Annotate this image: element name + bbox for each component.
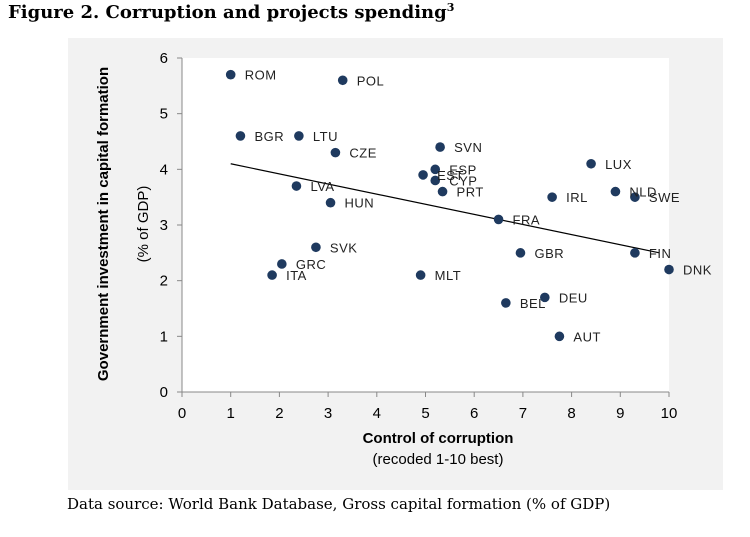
- data-point-bel: [501, 298, 511, 308]
- x-tick-label: 7: [519, 405, 527, 422]
- data-point-hun: [325, 197, 336, 208]
- data-point-esp: [430, 164, 441, 175]
- points-group: [225, 69, 674, 342]
- data-point-lux: [586, 158, 596, 169]
- y-tick-label: 5: [160, 106, 168, 123]
- x-axis-subtitle: (recoded 1-10 best): [373, 451, 504, 468]
- y-axis-title: Government investment in capital formati…: [95, 67, 112, 381]
- y-tick-label: 3: [160, 217, 168, 234]
- data-point-bgr: [235, 131, 246, 141]
- axes: 0 1 2 3 4 5 6 0 1 2 3 4 5 6 7 8 9 10: [160, 50, 678, 422]
- figure-title-footnote: 3: [446, 1, 455, 14]
- data-point-aut: [554, 331, 565, 342]
- x-tick-label: 4: [373, 405, 381, 422]
- data-point-lva: [291, 181, 302, 191]
- data-point-pol: [337, 75, 348, 86]
- point-label-ltu: LTU: [313, 129, 338, 144]
- data-point-fin: [630, 248, 640, 258]
- data-point-grc: [277, 259, 287, 269]
- data-point-dnk: [664, 264, 674, 275]
- point-label-pol: POL: [357, 73, 385, 88]
- data-point-ltu: [294, 131, 304, 141]
- point-label-ita: ITA: [286, 268, 307, 283]
- y-tick-label: 4: [160, 161, 168, 178]
- point-label-hun: HUN: [345, 196, 375, 211]
- data-point-swe: [630, 192, 640, 202]
- point-label-cyp: CYP: [449, 173, 477, 188]
- data-point-svn: [435, 142, 445, 152]
- point-label-dnk: DNK: [683, 263, 712, 278]
- point-label-lux: LUX: [605, 157, 632, 172]
- point-label-fin: FIN: [649, 246, 671, 261]
- point-label-mlt: MLT: [435, 268, 462, 283]
- figure-title: Figure 2. Corruption and projects spendi…: [8, 1, 455, 23]
- point-label-nld: NLD: [629, 185, 657, 200]
- data-point-irl: [547, 192, 557, 202]
- y-tick-label: 6: [160, 50, 168, 67]
- point-label-svk: SVK: [330, 240, 358, 255]
- plot-area: [182, 58, 669, 392]
- point-label-esp: ESP: [449, 162, 477, 177]
- x-tick-label: 1: [227, 405, 235, 422]
- point-label-lva: LVA: [310, 179, 334, 194]
- data-point-est: [418, 170, 428, 180]
- point-label-bel: BEL: [520, 296, 546, 311]
- y-axis-subtitle: (% of GDP): [135, 186, 152, 263]
- point-label-swe: SWE: [649, 190, 680, 205]
- point-label-bgr: BGR: [254, 129, 284, 144]
- data-point-fra: [493, 214, 504, 225]
- point-label-cze: CZE: [349, 146, 377, 161]
- data-point-gbr: [515, 248, 526, 258]
- data-point-cyp: [430, 175, 441, 186]
- x-tick-label: 3: [324, 405, 332, 422]
- data-point-prt: [437, 186, 448, 197]
- point-label-est: EST: [437, 168, 464, 183]
- point-label-irl: IRL: [566, 190, 588, 205]
- data-point-nld: [610, 186, 621, 197]
- data-point-mlt: [415, 270, 426, 280]
- x-tick-label: 0: [178, 405, 186, 422]
- y-tick-label: 1: [160, 328, 168, 345]
- point-label-prt: PRT: [457, 185, 484, 200]
- y-tick-label: 0: [160, 384, 168, 401]
- x-tick-label: 9: [616, 405, 624, 422]
- point-label-gbr: GBR: [534, 246, 564, 261]
- x-tick-label: 2: [275, 405, 283, 422]
- y-tick-label: 2: [160, 273, 168, 290]
- data-point-ita: [267, 270, 277, 280]
- data-point-cze: [330, 147, 341, 158]
- data-source-note: Data source: World Bank Database, Gross …: [67, 495, 611, 513]
- figure-title-text: Figure 2. Corruption and projects spendi…: [8, 2, 447, 23]
- x-tick-label: 6: [470, 405, 478, 422]
- point-label-aut: AUT: [573, 329, 601, 344]
- x-tick-label: 10: [661, 405, 678, 422]
- point-label-deu: DEU: [559, 290, 588, 305]
- x-axis-title: Control of corruption: [363, 430, 514, 447]
- data-point-svk: [311, 242, 321, 253]
- trendline-group: [230, 163, 660, 254]
- trendline: [230, 163, 660, 254]
- data-point-deu: [540, 292, 550, 303]
- x-tick-label: 5: [421, 405, 429, 422]
- x-tick-label: 8: [567, 405, 575, 422]
- data-point-rom: [225, 69, 236, 80]
- point-label-svn: SVN: [454, 140, 482, 155]
- point-label-fra: FRA: [513, 212, 541, 227]
- point-label-grc: GRC: [296, 257, 326, 272]
- point-label-rom: ROM: [245, 68, 277, 83]
